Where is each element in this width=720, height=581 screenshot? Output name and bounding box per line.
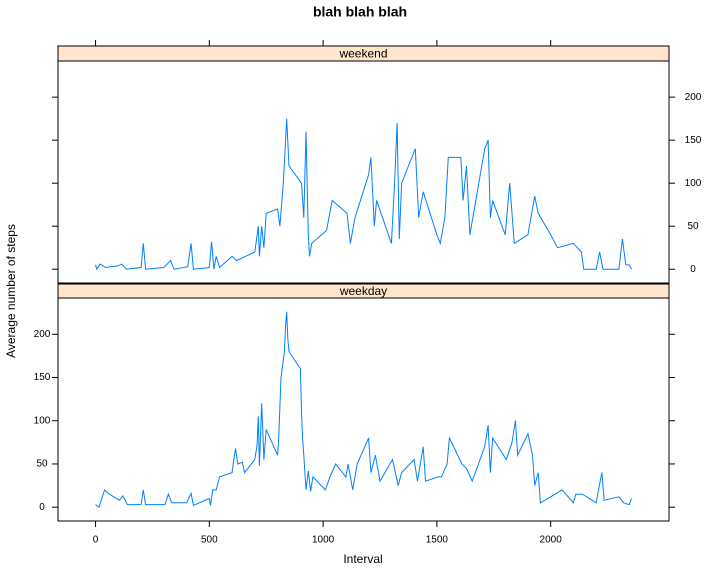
- data-line: [95, 118, 632, 271]
- chart-title: blah blah blah: [313, 4, 407, 20]
- x-tick-label: 0: [93, 535, 99, 546]
- strip-text: weekend: [338, 47, 387, 61]
- y-tick-label: 50: [687, 221, 699, 232]
- y-tick-label: 200: [685, 92, 702, 103]
- y-tick-label: 100: [685, 178, 702, 189]
- y-tick-label: 150: [34, 372, 51, 383]
- strip-text: weekday: [339, 284, 387, 298]
- y-tick-label: 0: [39, 502, 45, 513]
- x-tick-label: 2000: [540, 535, 563, 546]
- y-tick-label: 0: [690, 264, 696, 275]
- y-tick-label: 100: [34, 415, 51, 426]
- y-tick-label: 150: [685, 135, 702, 146]
- panel: [57, 297, 670, 522]
- x-tick-label: 1000: [312, 535, 335, 546]
- x-axis-label: Interval: [343, 552, 382, 566]
- x-tick-label: 1500: [426, 535, 449, 546]
- y-axis-label: Average number of steps: [4, 224, 18, 358]
- y-tick-label: 200: [34, 329, 51, 340]
- x-tick-label: 500: [201, 535, 218, 546]
- data-line: [95, 311, 632, 509]
- y-tick-label: 50: [36, 459, 48, 470]
- panel: [57, 60, 670, 284]
